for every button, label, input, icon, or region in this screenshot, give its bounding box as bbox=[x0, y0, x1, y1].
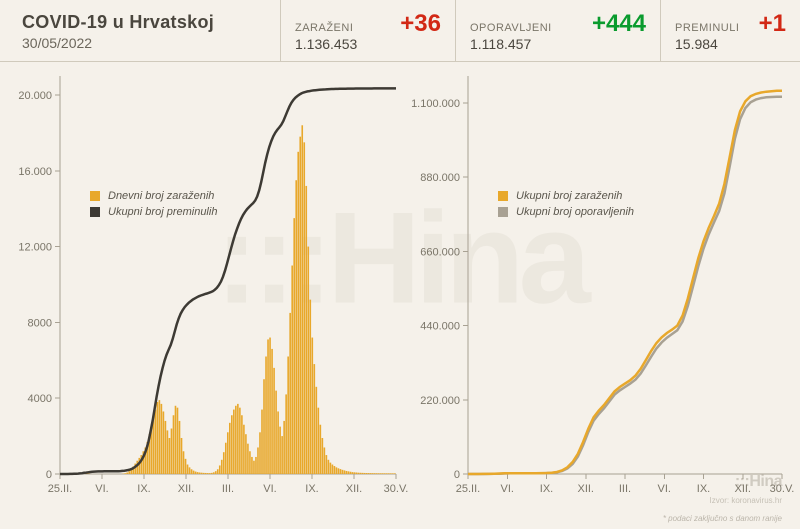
page-title: COVID-19 u Hrvatskoj bbox=[22, 12, 280, 33]
svg-text:XII.: XII. bbox=[178, 483, 195, 495]
svg-text:16.000: 16.000 bbox=[18, 166, 52, 178]
header: COVID-19 u Hrvatskoj 30/05/2022 ZARAŽENI… bbox=[0, 0, 800, 62]
svg-text:IX.: IX. bbox=[305, 483, 318, 495]
svg-text:0: 0 bbox=[454, 469, 460, 481]
svg-text:12.000: 12.000 bbox=[18, 242, 52, 254]
svg-text:440.000: 440.000 bbox=[420, 321, 460, 333]
footer-source: Izvor: koronavirus.hr bbox=[710, 496, 782, 505]
stat-recovered-label: OPORAVLJENI bbox=[470, 22, 552, 34]
legend-left: Dnevni broj zaraženihUkupni broj preminu… bbox=[90, 190, 217, 222]
chart-left-panel: 0 4000 8000 12.000 16.000 20.000 25.II. VI. IX. X… bbox=[0, 62, 410, 529]
svg-text:30.V.: 30.V. bbox=[384, 483, 409, 495]
svg-text:0: 0 bbox=[46, 469, 52, 481]
svg-text:25.II.: 25.II. bbox=[456, 483, 480, 495]
svg-text:IX.: IX. bbox=[137, 483, 150, 495]
svg-text:VI.: VI. bbox=[263, 483, 276, 495]
footer-logo: :::Hina bbox=[735, 473, 782, 491]
date-label: 30/05/2022 bbox=[22, 35, 280, 51]
svg-text:880.000: 880.000 bbox=[420, 172, 460, 184]
stat-infected-label: ZARAŽENI bbox=[295, 22, 353, 34]
svg-text:XII.: XII. bbox=[346, 483, 363, 495]
footer-note: * podaci zaključno s danom ranije bbox=[663, 514, 782, 523]
svg-text:XII.: XII. bbox=[577, 483, 594, 495]
chart-left-svg: 0 4000 8000 12.000 16.000 20.000 25.II. VI. IX. X… bbox=[0, 62, 410, 514]
svg-text:4000: 4000 bbox=[28, 393, 52, 405]
svg-text:8000: 8000 bbox=[28, 317, 52, 329]
stat-infected: ZARAŽENI +36 1.136.453 bbox=[280, 0, 455, 61]
svg-text:660.000: 660.000 bbox=[420, 246, 460, 258]
svg-text:VI.: VI. bbox=[658, 483, 671, 495]
title-block: COVID-19 u Hrvatskoj 30/05/2022 bbox=[0, 0, 280, 61]
stat-deaths-delta: +1 bbox=[759, 10, 786, 38]
svg-text:1.100.000: 1.100.000 bbox=[411, 98, 460, 110]
stat-deaths-total: 15.984 bbox=[675, 36, 786, 52]
stat-deaths-label: PREMINULI bbox=[675, 22, 739, 34]
chart-right-svg: 0 220.000 440.000 660.000 880.000 1.100.000 25… bbox=[410, 62, 800, 514]
legend-right: Ukupni broj zaraženihUkupni broj oporavl… bbox=[498, 190, 634, 222]
stat-infected-delta: +36 bbox=[400, 10, 441, 38]
svg-text:220.000: 220.000 bbox=[420, 395, 460, 407]
svg-text:IX.: IX. bbox=[540, 483, 553, 495]
infographic-container: :::Hina COVID-19 u Hrvatskoj 30/05/2022 … bbox=[0, 0, 800, 529]
svg-text:VI.: VI. bbox=[501, 483, 514, 495]
svg-text:III.: III. bbox=[619, 483, 631, 495]
stat-infected-total: 1.136.453 bbox=[295, 36, 441, 52]
svg-text:20.000: 20.000 bbox=[18, 90, 52, 102]
svg-text:III.: III. bbox=[222, 483, 234, 495]
charts-row: 0 4000 8000 12.000 16.000 20.000 25.II. VI. IX. X… bbox=[0, 62, 800, 529]
stat-recovered-total: 1.118.457 bbox=[470, 36, 646, 52]
stat-recovered: OPORAVLJENI +444 1.118.457 bbox=[455, 0, 660, 61]
stat-deaths: PREMINULI +1 15.984 bbox=[660, 0, 800, 61]
stat-recovered-delta: +444 bbox=[592, 10, 646, 38]
svg-text:25.II.: 25.II. bbox=[48, 483, 72, 495]
svg-text:IX.: IX. bbox=[697, 483, 710, 495]
svg-text:VI.: VI. bbox=[95, 483, 108, 495]
chart-right-panel: 0 220.000 440.000 660.000 880.000 1.100.000 25… bbox=[410, 62, 800, 529]
